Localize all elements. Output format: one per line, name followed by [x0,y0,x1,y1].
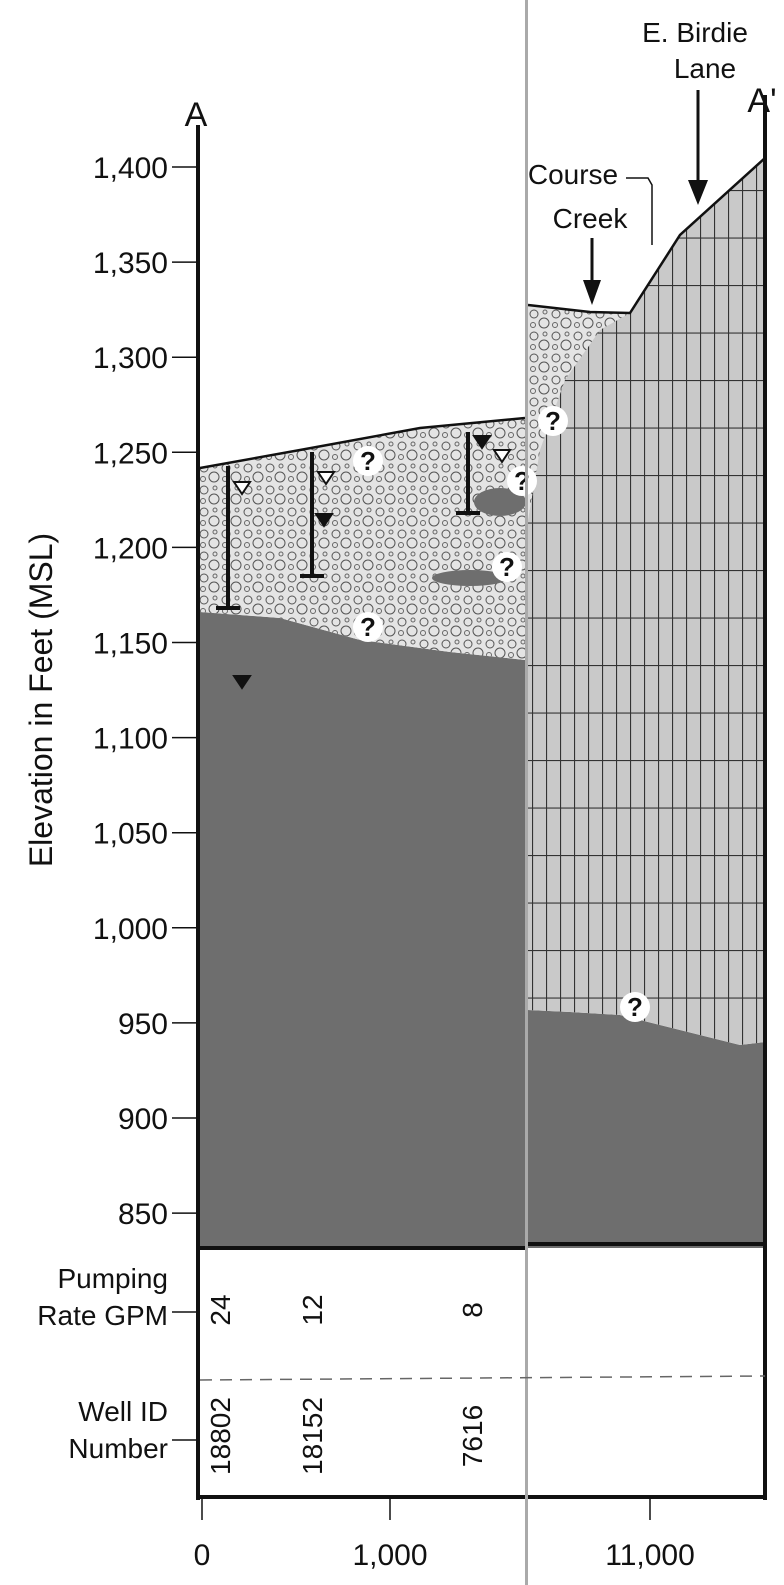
question-mark: ? [360,612,376,642]
section-label: A [185,96,208,134]
basalt [528,158,765,1045]
x-tick-label: 11,000 [605,1539,695,1572]
water-level [232,481,252,496]
bedrock [200,612,525,1248]
question-bubble [353,612,383,642]
bedrock [528,1010,765,1248]
creek-label: Course [528,159,618,190]
question-bubble [507,466,537,496]
row-label: Well ID [78,1396,168,1427]
leader [626,177,653,245]
y-tick-label: 1,150 [93,628,168,661]
y-tick-label: 1,400 [93,152,168,185]
ground-surface [199,416,526,470]
water-level [232,675,252,690]
pumping-rate: 8 [457,1302,488,1318]
x-tick-label: 1,000 [352,1539,427,1572]
x-axis: 0 1,000 11,000 [194,1497,695,1572]
clay-lens [432,570,508,586]
alluvium [200,418,525,660]
y-tick-label: 1,250 [93,437,168,470]
arrow [583,280,601,305]
water-level [472,435,492,450]
water-level [316,471,336,486]
y-tick-label: 1,050 [93,818,168,851]
row-label: Rate GPM [37,1300,168,1331]
y-axis-title: Elevation in Feet (MSL) [23,533,59,867]
row-label: Pumping [57,1263,168,1294]
water-level [314,513,334,528]
pumping-rate: 12 [297,1294,328,1325]
alluvium [528,305,630,520]
question-bubble [620,992,650,1022]
y-tick-label: 950 [118,1008,168,1041]
question-bubble [492,552,522,582]
road-label: Lane [674,53,736,84]
well-id: 18152 [297,1397,328,1475]
well-table: Pumping Rate GPM Well ID Number 24 18802 12 181… [37,1263,488,1475]
water-level [492,449,512,464]
y-tick-label: 850 [118,1198,168,1231]
question-mark: ? [545,406,561,436]
question-bubble [353,446,383,476]
frame [196,95,767,1500]
y-axis: 1,400 1,350 1,300 1,250 1,200 1,150 1,100 1,050… [93,152,198,1231]
y-tick-label: 1,200 [93,532,168,565]
road-label: E. Birdie [642,17,748,48]
section-label: A' [747,82,776,120]
question-bubble [538,406,568,436]
x-tick-label: 0 [194,1539,211,1572]
y-tick-label: 1,000 [93,913,168,946]
y-tick-label: 900 [118,1103,168,1136]
pumping-rate: 24 [205,1294,236,1325]
y-tick-label: 1,350 [93,247,168,280]
arrow [688,180,708,205]
row-divider [199,1375,766,1381]
question-mark: ? [360,446,376,476]
question-mark: ? [499,552,515,582]
clay-lens [474,488,526,516]
creek-label: Creek [553,203,629,234]
water-levels [232,435,512,690]
question-mark: ? [627,992,643,1022]
y-tick-label: 1,300 [93,342,168,375]
well-id: 18802 [205,1397,236,1475]
row-label: Number [68,1433,168,1464]
y-tick-label: 1,100 [93,723,168,756]
wells [216,432,480,610]
well-id: 7616 [457,1405,488,1467]
ground-surface [527,157,766,315]
